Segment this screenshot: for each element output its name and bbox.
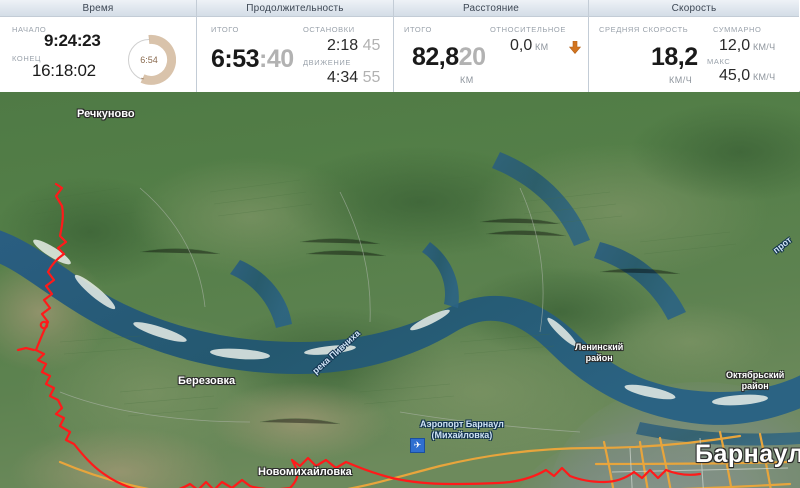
panel-duration-body: ИТОГО 6:53:40 ОСТАНОВКИ 2:18 45 ДВИЖЕНИЕ…: [197, 17, 393, 92]
gps-track-upper: [34, 182, 68, 352]
gps-track-end: [632, 468, 702, 480]
map-minor-roads: [59, 187, 581, 433]
duration-stops-seconds: 45: [358, 37, 381, 54]
duration-moving-seconds: 55: [358, 69, 381, 86]
satellite-map[interactable]: Речкуново Березовка Новомихайловка Барна…: [0, 92, 800, 488]
speed-sum-unit: КМ/Ч: [750, 42, 776, 52]
duration-moving-label: ДВИЖЕНИЕ: [303, 58, 352, 67]
time-start-label: НАЧАЛО: [12, 25, 47, 34]
speed-avg-unit: КМ/Ч: [669, 75, 693, 85]
speed-sum-label: СУММАРНО: [713, 25, 762, 34]
distance-total-unit: КМ: [460, 75, 474, 85]
distance-total-main: 82,8: [412, 43, 459, 71]
duration-stops-value: 2:18 45: [327, 37, 380, 55]
speed-avg-value: 18,2: [651, 43, 698, 71]
speed-max-value: 45,0 КМ/Ч: [719, 67, 775, 85]
speed-sum-number: 12,0: [719, 37, 751, 54]
duration-total-main: 6:53: [211, 45, 260, 73]
panel-duration-title: Продолжительность: [197, 0, 393, 17]
panel-distance: Расстояние ИТОГО 82,820 КМ ОТНОСИТЕЛЬНОЕ…: [393, 0, 588, 92]
map-highways: [58, 430, 792, 488]
panel-time: Время НАЧАЛО 9:24:23 КОНЕЦ 16:18:02 6:54: [0, 0, 196, 92]
map-city-streets: [611, 437, 789, 488]
time-start-value: 9:24:23: [44, 31, 101, 50]
panel-speed: Скорость СРЕДНЯЯ СКОРОСТЬ 18,2 КМ/Ч СУММ…: [588, 0, 799, 92]
map-sandbars: [33, 239, 768, 406]
airplane-icon: ✈: [410, 438, 425, 453]
map-forest-texture: [139, 218, 681, 425]
duration-total-seconds: :40: [259, 45, 294, 73]
distance-relative-value: 0,0 КМ: [510, 37, 548, 55]
panel-time-body: НАЧАЛО 9:24:23 КОНЕЦ 16:18:02 6:54: [0, 17, 196, 92]
dial-svg: [128, 34, 176, 85]
gps-track-spur: [16, 346, 36, 352]
distance-total-label: ИТОГО: [404, 25, 432, 34]
gps-track: [34, 348, 636, 488]
duration-moving-main: 4:34: [327, 69, 359, 86]
speed-avg-label: СРЕДНЯЯ СКОРОСТЬ: [599, 25, 689, 34]
dial-value: 6:54: [140, 55, 158, 65]
map-imagery: [0, 92, 800, 488]
duration-dial-gauge: 6:54: [122, 33, 176, 87]
distance-relative-unit: КМ: [532, 42, 549, 52]
duration-stops-label: ОСТАНОВКИ: [303, 25, 355, 34]
panel-duration: Продолжительность ИТОГО 6:53:40 ОСТАНОВК…: [196, 0, 393, 92]
time-end-value: 16:18:02: [32, 61, 96, 80]
duration-moving-value: 4:34 55: [327, 69, 380, 87]
speed-sum-value: 12,0 КМ/Ч: [719, 37, 775, 55]
time-end-label: КОНЕЦ: [12, 54, 42, 63]
panel-distance-body: ИТОГО 82,820 КМ ОТНОСИТЕЛЬНОЕ 0,0 КМ: [394, 17, 588, 92]
panel-speed-title: Скорость: [589, 0, 799, 17]
arrow-down-glyph: [568, 40, 582, 54]
duration-total-label: ИТОГО: [211, 25, 239, 34]
distance-relative-label: ОТНОСИТЕЛЬНОЕ: [490, 25, 566, 34]
stats-bar: Время НАЧАЛО 9:24:23 КОНЕЦ 16:18:02 6:54: [0, 0, 800, 92]
duration-total-value: 6:53:40: [211, 45, 294, 74]
speed-max-unit: КМ/Ч: [750, 72, 776, 82]
distance-relative-main: 0,0: [510, 37, 533, 54]
map-river: [0, 152, 800, 446]
distance-total-fraction: 20: [458, 43, 486, 71]
distance-total-value: 82,820: [412, 43, 486, 72]
arrow-down-icon: [568, 40, 582, 54]
speed-max-label: МАКС: [707, 57, 731, 66]
map-field-texture: [29, 175, 737, 417]
panel-time-title: Время: [0, 0, 196, 17]
panel-speed-body: СРЕДНЯЯ СКОРОСТЬ 18,2 КМ/Ч СУММАРНО 12,0…: [589, 17, 799, 92]
duration-stops-main: 2:18: [327, 37, 359, 54]
panel-distance-title: Расстояние: [394, 0, 588, 17]
speed-max-number: 45,0: [719, 67, 751, 84]
